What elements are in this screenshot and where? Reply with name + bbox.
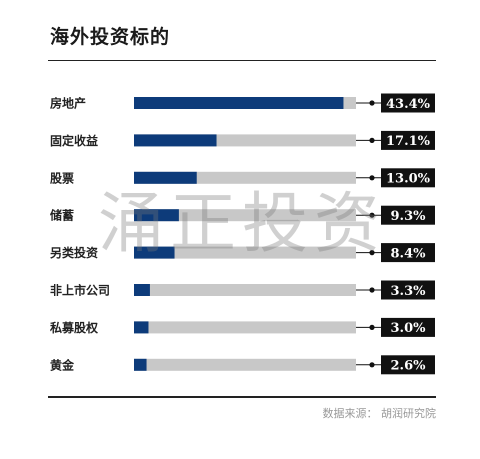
- bar-track: [134, 246, 356, 259]
- category-label: 非上市公司: [50, 283, 110, 298]
- connector-dot: [369, 137, 375, 143]
- value-label-box: [381, 205, 435, 225]
- connector-dot: [369, 100, 375, 106]
- bar: [134, 171, 197, 184]
- bar: [134, 209, 179, 222]
- value-label: 2.6%: [391, 359, 427, 374]
- connector-dot: [369, 250, 375, 256]
- bar: [134, 246, 175, 259]
- value-label-box: [381, 243, 435, 263]
- connector-dot: [369, 324, 375, 330]
- category-label: 另类投资: [50, 245, 98, 260]
- value-label: 3.0%: [391, 321, 427, 336]
- footer-divider: [48, 396, 436, 398]
- value-label-box: [381, 130, 435, 150]
- title-divider: [48, 60, 436, 61]
- bar-track: [134, 209, 356, 222]
- value-label-box: [381, 280, 435, 300]
- value-label-box: [381, 93, 435, 113]
- value-label-box: [381, 355, 435, 375]
- category-label: 房地产: [50, 96, 86, 111]
- bar: [134, 358, 147, 371]
- value-label: 3.3%: [391, 284, 427, 299]
- connector-dot: [369, 287, 375, 293]
- value-label: 43.4%: [386, 97, 431, 112]
- value-label-box: [381, 317, 435, 337]
- value-label: 17.1%: [386, 134, 431, 149]
- value-label: 9.3%: [391, 209, 427, 224]
- bar: [134, 134, 217, 147]
- category-label: 黄金: [50, 357, 75, 372]
- category-label: 股票: [50, 170, 74, 185]
- bar: [134, 321, 149, 334]
- source-note: 数据来源： 胡润研究院: [322, 407, 437, 420]
- category-label: 固定收益: [50, 133, 98, 148]
- connector-dot: [369, 362, 375, 368]
- connector-dot: [369, 175, 375, 181]
- bar: [134, 97, 344, 109]
- category-label: 私募股权: [49, 320, 99, 335]
- page-title: 海外投资标的: [50, 26, 171, 48]
- value-label: 13.0%: [386, 172, 431, 187]
- bar-track: [134, 358, 356, 371]
- bar-track: [134, 284, 356, 296]
- bar-track: [134, 321, 356, 334]
- connector-dot: [369, 212, 375, 218]
- bar: [134, 284, 150, 296]
- category-label: 储蓄: [50, 208, 74, 223]
- value-label-box: [381, 168, 435, 188]
- value-label: 8.4%: [391, 246, 427, 261]
